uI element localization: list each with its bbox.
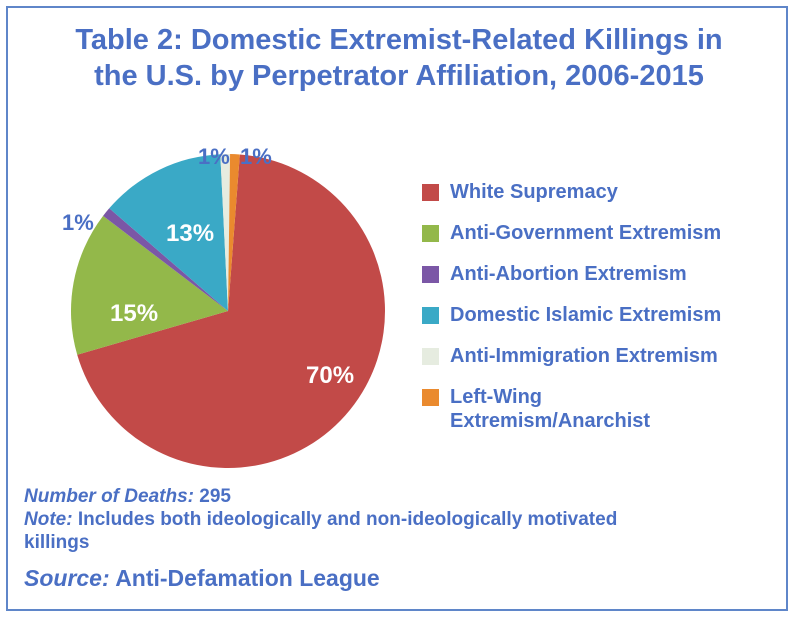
- pie-label-white-supremacy: 70%: [306, 362, 354, 389]
- pie-label-anti-immigration: 1%: [198, 144, 230, 169]
- pie-chart: 70% 15% 1% 13% 1% 1%: [62, 144, 385, 468]
- chart-frame: Table 2: Domestic Extremist-Related Kill…: [6, 6, 788, 611]
- legend-label-anti-government: Anti-Government Extremism: [450, 222, 722, 244]
- note-text-2: killings: [24, 532, 90, 553]
- pie-slice-anti-immigration: [220, 154, 231, 311]
- legend-swatch-left-wing: [422, 389, 439, 406]
- pie-slice-domestic-islamic: [109, 154, 228, 311]
- legend-label-anti-abortion: Anti-Abortion Extremism: [450, 263, 687, 285]
- legend-item-anti-immigration: Anti-Immigration Extremism: [422, 344, 721, 368]
- legend-item-anti-abortion: Anti-Abortion Extremism: [422, 262, 721, 286]
- legend-label-left-wing-line2: Extremism/Anarchist: [450, 410, 651, 432]
- source-label: Source:: [24, 565, 110, 591]
- pie-label-left-wing: 1%: [240, 144, 272, 169]
- legend-label-anti-immigration: Anti-Immigration Extremism: [450, 345, 718, 367]
- pie-slice-anti-government: [70, 215, 228, 355]
- legend-item-domestic-islamic: Domestic Islamic Extremism: [422, 303, 721, 327]
- title-line-2: the U.S. by Perpetrator Affiliation, 200…: [94, 60, 704, 92]
- legend-item-anti-government: Anti-Government Extremism: [422, 221, 721, 245]
- pie-label-anti-government: 15%: [110, 300, 158, 327]
- legend-label-left-wing-line1: Left-Wing: [450, 386, 543, 408]
- deaths-line: Number of Deaths: 295: [24, 485, 784, 508]
- note-text-1: Includes both ideologically and non-ideo…: [77, 509, 618, 530]
- legend: White Supremacy Anti-Government Extremis…: [422, 180, 721, 450]
- legend-label-domestic-islamic: Domestic Islamic Extremism: [450, 304, 722, 326]
- chart-title: Table 2: Domestic Extremist-Related Kill…: [8, 22, 790, 94]
- legend-swatch-anti-government: [422, 225, 439, 242]
- legend-swatch-white-supremacy: [422, 184, 439, 201]
- legend-item-left-wing: Left-Wing Extremism/Anarchist: [422, 385, 721, 433]
- legend-label-white-supremacy: White Supremacy: [450, 181, 618, 203]
- deaths-value: 295: [199, 486, 231, 507]
- pie-label-anti-abortion: 1%: [62, 210, 94, 235]
- chart-footer: Number of Deaths: 295 Note: Includes bot…: [24, 485, 784, 592]
- deaths-label: Number of Deaths:: [24, 486, 194, 507]
- pie-slice-anti-abortion: [103, 208, 228, 311]
- note-line: Note: Includes both ideologically and no…: [24, 508, 784, 554]
- legend-label-left-wing: Left-Wing Extremism/Anarchist: [450, 386, 650, 432]
- note-label: Note:: [24, 509, 73, 530]
- legend-swatch-anti-immigration: [422, 348, 439, 365]
- legend-swatch-anti-abortion: [422, 266, 439, 283]
- pie-slice-white-supremacy: [77, 154, 385, 468]
- legend-item-white-supremacy: White Supremacy: [422, 180, 721, 204]
- pie-label-domestic-islamic: 13%: [166, 220, 214, 247]
- source-value: Anti-Defamation League: [115, 565, 380, 591]
- legend-swatch-domestic-islamic: [422, 307, 439, 324]
- pie-slice-left-wing: [228, 154, 240, 311]
- title-line-1: Table 2: Domestic Extremist-Related Kill…: [75, 24, 723, 56]
- source-line: Source: Anti-Defamation League: [24, 564, 784, 592]
